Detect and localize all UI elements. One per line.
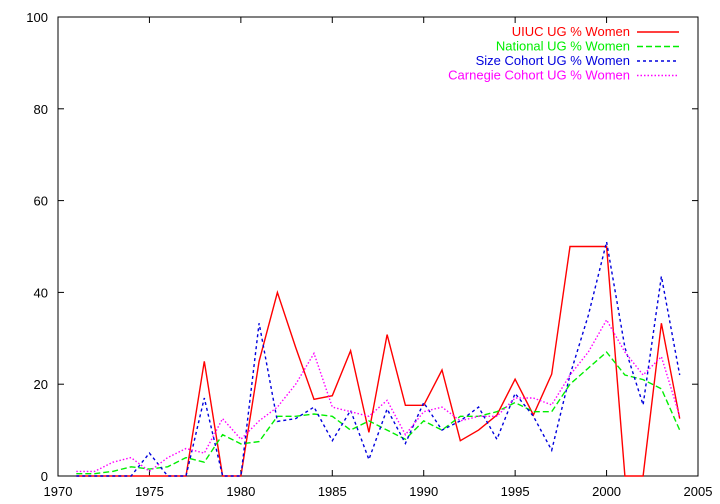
plot-frame [57, 16, 699, 477]
x-tick-label: 1975 [135, 484, 164, 499]
x-tick-label: 1990 [409, 484, 438, 499]
series-line-2 [76, 241, 681, 477]
y-tick-label: 20 [34, 377, 48, 392]
y-tick-label: 0 [41, 469, 48, 484]
series-lines [76, 241, 681, 477]
y-tick-label: 100 [26, 10, 48, 25]
legend-label-2: Size Cohort UG % Women [476, 53, 630, 68]
x-tick-label: 2005 [684, 484, 713, 499]
legend-label-0: UIUC UG % Women [512, 24, 630, 39]
y-tick-label: 80 [34, 102, 48, 117]
axis-ticks: 1970 1975 1980 1985 1990 1995 2000 2005 0 20 40 60 8… [26, 10, 712, 499]
x-tick-label: 1980 [226, 484, 255, 499]
x-tick-label: 2000 [592, 484, 621, 499]
x-tick-label: 1985 [318, 484, 347, 499]
x-tick-label: 1995 [501, 484, 530, 499]
y-tick-label: 40 [34, 285, 48, 300]
series-line-0 [76, 245, 681, 477]
x-tick-label: 1970 [44, 484, 73, 499]
series-line-3 [76, 318, 681, 473]
series-line-1 [76, 351, 681, 475]
legend-label-1: National UG % Women [496, 39, 630, 54]
y-tick-label: 60 [34, 194, 48, 209]
chart-axes [57, 16, 699, 477]
legend-label-3: Carnegie Cohort UG % Women [448, 68, 630, 83]
